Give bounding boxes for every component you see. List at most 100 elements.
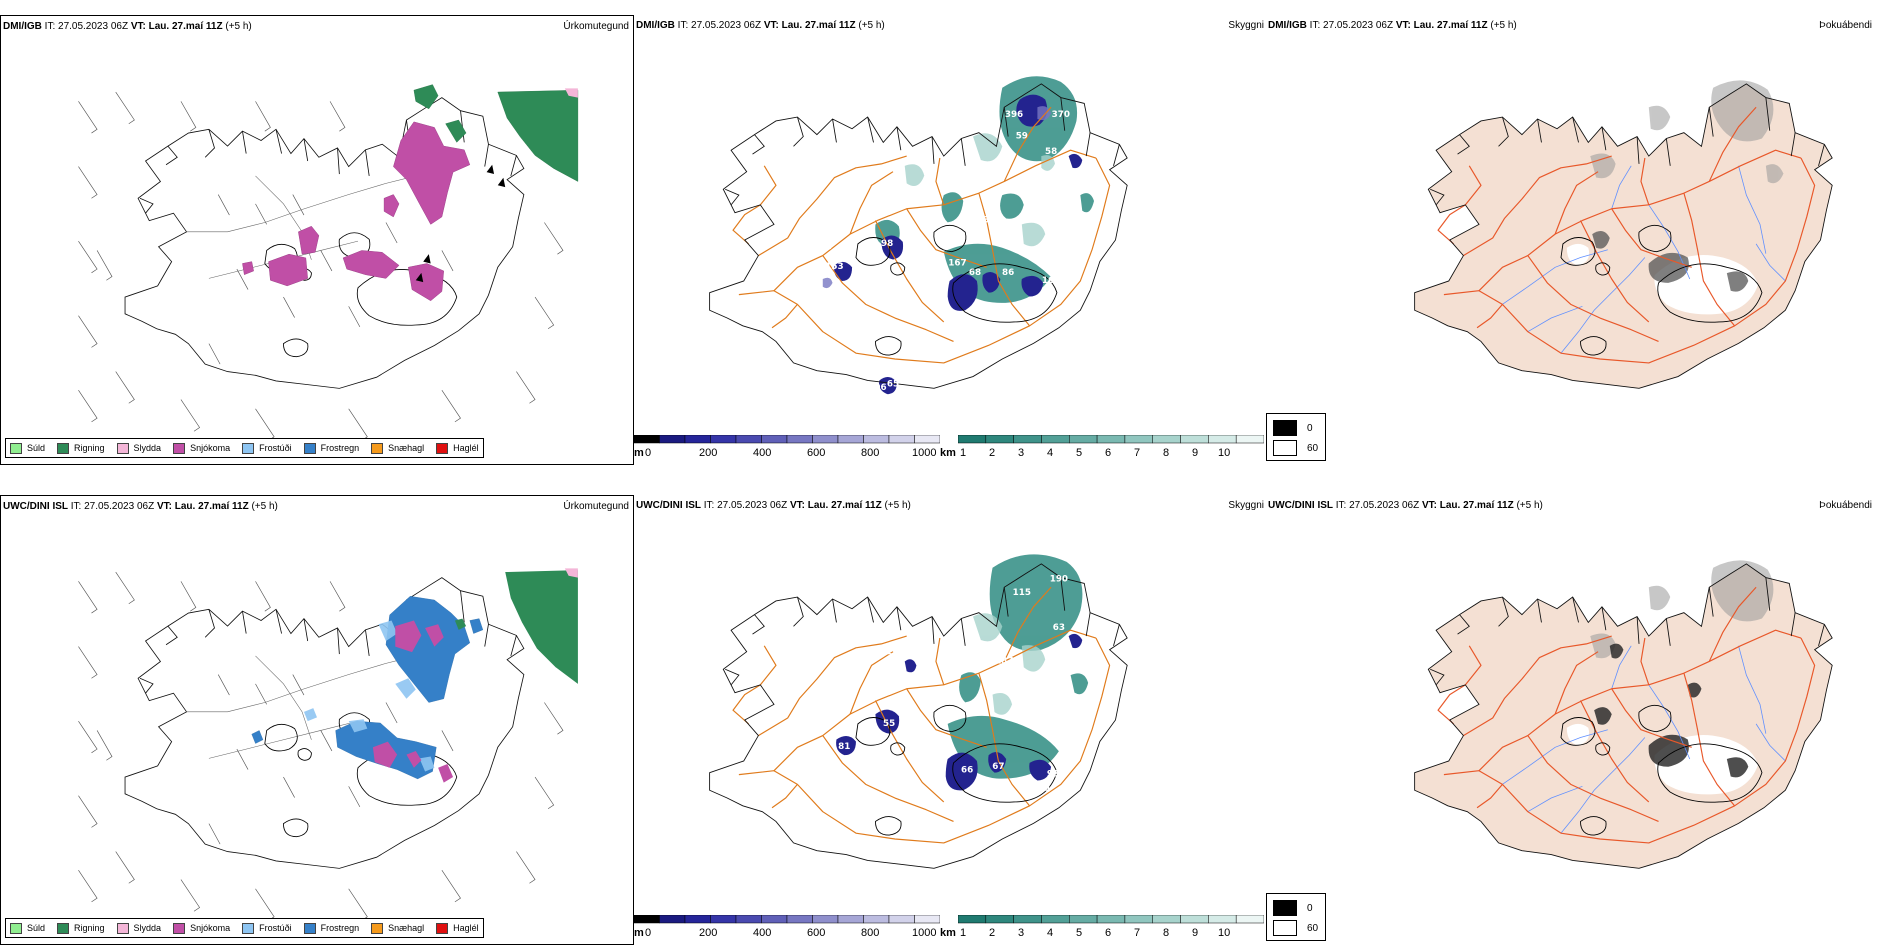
fog-legend-swatch xyxy=(1273,420,1297,436)
colorbar-segment xyxy=(684,915,711,924)
vis-tick: 2 xyxy=(989,927,996,939)
visibility-value-label: 67 xyxy=(992,762,1004,772)
visibility-value-label: 113 xyxy=(814,243,832,253)
visibility-value-label: 86 xyxy=(1002,268,1014,278)
visibility-value-label: 68 xyxy=(969,268,981,278)
vis-tick: 1 xyxy=(960,927,967,939)
fog-panel-row2: UWC/DINI ISL IT: 27.05.2023 06Z VT: Lau.… xyxy=(1266,495,1900,945)
vis-tick: 4 xyxy=(1047,447,1054,459)
colorbar-segment xyxy=(1124,435,1153,444)
legend-item: Haglél xyxy=(436,442,479,454)
high-terrain-blue xyxy=(834,94,1083,395)
legend-swatch xyxy=(116,442,129,454)
panel-header: DMI/IGB IT: 27.05.2023 06Z VT: Lau. 27.m… xyxy=(1268,20,1517,31)
init-time: IT: 27.05.2023 06Z xyxy=(677,20,762,31)
panel-header: UWC/DINI ISL IT: 27.05.2023 06Z VT: Lau.… xyxy=(1268,500,1543,511)
fog-legend-swatch xyxy=(1273,920,1297,936)
visibility-value-label: 226 xyxy=(968,559,986,569)
frost-area xyxy=(251,596,484,780)
vis-tick: 4 xyxy=(1047,927,1054,939)
high-terrain-blue xyxy=(836,633,1083,791)
legend-label: Rigning xyxy=(74,923,105,933)
vis-tick: 5 xyxy=(1076,447,1083,459)
legend-swatch xyxy=(173,922,186,934)
colorbar-segment xyxy=(914,435,940,444)
valid-time-label: VT: xyxy=(1421,500,1437,511)
legend-swatch xyxy=(436,922,449,934)
visibility-value-label: 59 xyxy=(1016,132,1028,142)
legend-item: Slydda xyxy=(116,922,162,934)
lead-time: (+5 h) xyxy=(858,20,885,31)
legend-swatch xyxy=(10,922,22,934)
colorbar-segment xyxy=(786,915,813,924)
visibility-panel-row2: UWC/DINI ISL IT: 27.05.2023 06Z VT: Lau.… xyxy=(634,495,1268,945)
fog-legend-value: 60 xyxy=(1307,442,1319,454)
colorbar-segment xyxy=(1013,915,1042,924)
visibility-panel-row1: DMI/IGB IT: 27.05.2023 06Z VT: Lau. 27.m… xyxy=(634,15,1268,465)
legend-label: Slydda xyxy=(133,923,162,933)
panel-title: Úrkomutegund xyxy=(563,21,629,32)
vis-tick: 7 xyxy=(1134,447,1141,459)
colorbar-segment xyxy=(1208,435,1237,444)
init-time: IT: 27.05.2023 06Z xyxy=(703,500,788,511)
visibility-value-label: 132 xyxy=(876,867,894,877)
model-name: DMI/IGB xyxy=(1268,20,1307,31)
legend-item: Snjókoma xyxy=(173,442,231,454)
panel-header: UWC/DINI ISL IT: 27.05.2023 06Z VT: Lau.… xyxy=(636,500,911,511)
height-tick: 1000 xyxy=(912,447,937,459)
precip-type-panel-row2: UWC/DINI ISL IT: 27.05.2023 06Z VT: Lau.… xyxy=(0,495,634,945)
precip-type-legend: Súld Rigning Slydda Snjókoma Frostúði Fr… xyxy=(5,918,484,938)
colorbar-segment xyxy=(761,915,788,924)
terrain-mid xyxy=(822,106,1052,289)
visibility-value-label: 115 xyxy=(1013,588,1031,598)
low-visibility-light xyxy=(973,613,1046,715)
colorbar-segment xyxy=(985,435,1014,444)
legend-label: Frostúði xyxy=(259,443,292,453)
valid-time: Lau. 27.maí 11Z xyxy=(1413,20,1488,31)
visibility-value-label: 35 xyxy=(887,652,899,662)
height-tick: 0 xyxy=(645,447,652,459)
visibility-value-label: 370 xyxy=(1052,110,1070,120)
visibility-value-label: 82 xyxy=(971,578,983,588)
legend-item: Snæhagl xyxy=(371,442,424,454)
panel-title: Úrkomutegund xyxy=(563,501,629,512)
colorbar-segment xyxy=(659,435,686,444)
visibility-unit: km xyxy=(940,927,956,939)
model-name: DMI/IGB xyxy=(3,21,42,32)
legend-label: Frostregn xyxy=(320,443,360,453)
init-time: IT: 27.05.2023 06Z xyxy=(70,501,155,512)
colorbar-segment xyxy=(812,915,839,924)
visibility-value-label: 190 xyxy=(1050,574,1068,584)
legend-swatch xyxy=(242,442,255,454)
vis-tick: 3 xyxy=(1018,927,1025,939)
colorbar-segment xyxy=(735,435,762,444)
colorbar-segment xyxy=(1180,435,1209,444)
colorbar-segment xyxy=(1152,915,1181,924)
height-tick: 0 xyxy=(645,927,652,939)
height-tick: 1000 xyxy=(912,927,937,939)
colorbar-segment xyxy=(914,915,940,924)
visibility-value-label: 66 xyxy=(961,766,973,776)
legend-label: Súld xyxy=(27,923,46,933)
legend-label: Snjókoma xyxy=(190,443,231,453)
fog-legend-item: 60 xyxy=(1273,920,1318,936)
colorbar-segment xyxy=(684,435,711,444)
rain-area xyxy=(413,84,579,182)
height-unit: m xyxy=(634,447,644,459)
model-name: UWC/DINI ISL xyxy=(636,500,701,511)
panel-header: DMI/IGB IT: 27.05.2023 06Z VT: Lau. 27.m… xyxy=(636,20,885,31)
legend-swatch xyxy=(371,922,384,934)
visibility-value-label: 47 xyxy=(967,102,979,112)
visibility-value-label: 55 xyxy=(883,719,895,729)
panel-title: Þokuábendi xyxy=(1819,500,1872,511)
visibility-values-row2: 81 55 66 67 93 224 226 82 115 190 63 91 187 35 132 xyxy=(838,559,1068,877)
height-tick: 400 xyxy=(753,927,772,939)
colorbar-segment xyxy=(837,435,864,444)
legend-label: Haglél xyxy=(453,923,479,933)
colorbar-segment xyxy=(863,915,890,924)
vis-tick: 7 xyxy=(1134,927,1141,939)
vis-tick: 3 xyxy=(1018,447,1025,459)
visibility-colorbar xyxy=(958,435,1264,444)
